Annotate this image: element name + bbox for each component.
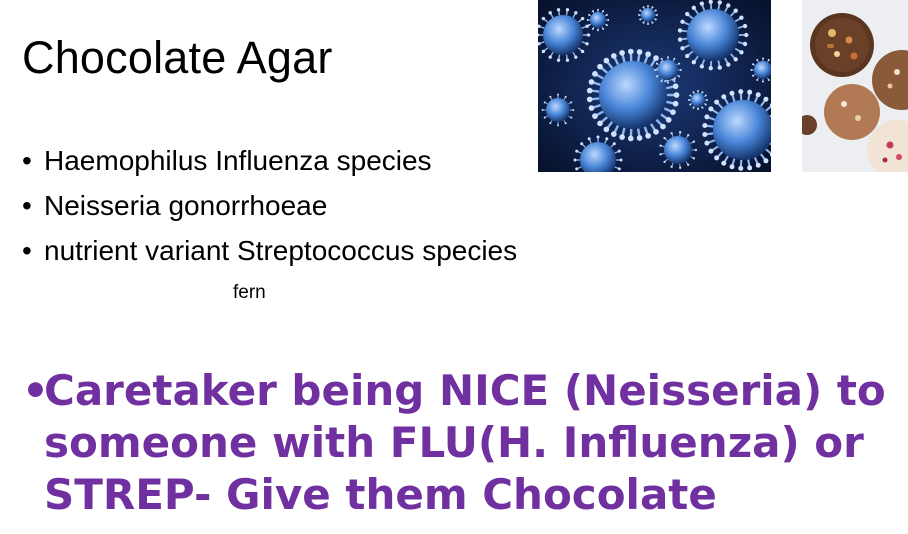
bullet-item: • Neisseria gonorrhoeae — [22, 190, 328, 221]
slide-title: Chocolate Agar — [22, 32, 333, 83]
bullet-text: Haemophilus Influenza species — [44, 145, 432, 176]
bullet-text: nutrient variant Streptococcus species — [44, 235, 518, 266]
bullet-list: • Haemophilus Influenza species • Neisseri… — [22, 138, 517, 273]
bullet-item: • nutrient variant Streptococcus species — [22, 235, 518, 266]
mnemonic-bullet: • Caretaker being NICE (Neisseria) to so… — [22, 365, 908, 521]
mnemonic-text: Caretaker being NICE (Neisseria) to some… — [44, 366, 886, 519]
caption-text: fern — [233, 282, 266, 303]
bullet-item: • Haemophilus Influenza species — [22, 145, 432, 176]
virus-image — [538, 0, 771, 172]
bullet-text: Neisseria gonorrhoeae — [44, 190, 328, 221]
chocolate-image — [802, 0, 908, 172]
mnemonic-bullet-symbol: • — [22, 366, 49, 415]
